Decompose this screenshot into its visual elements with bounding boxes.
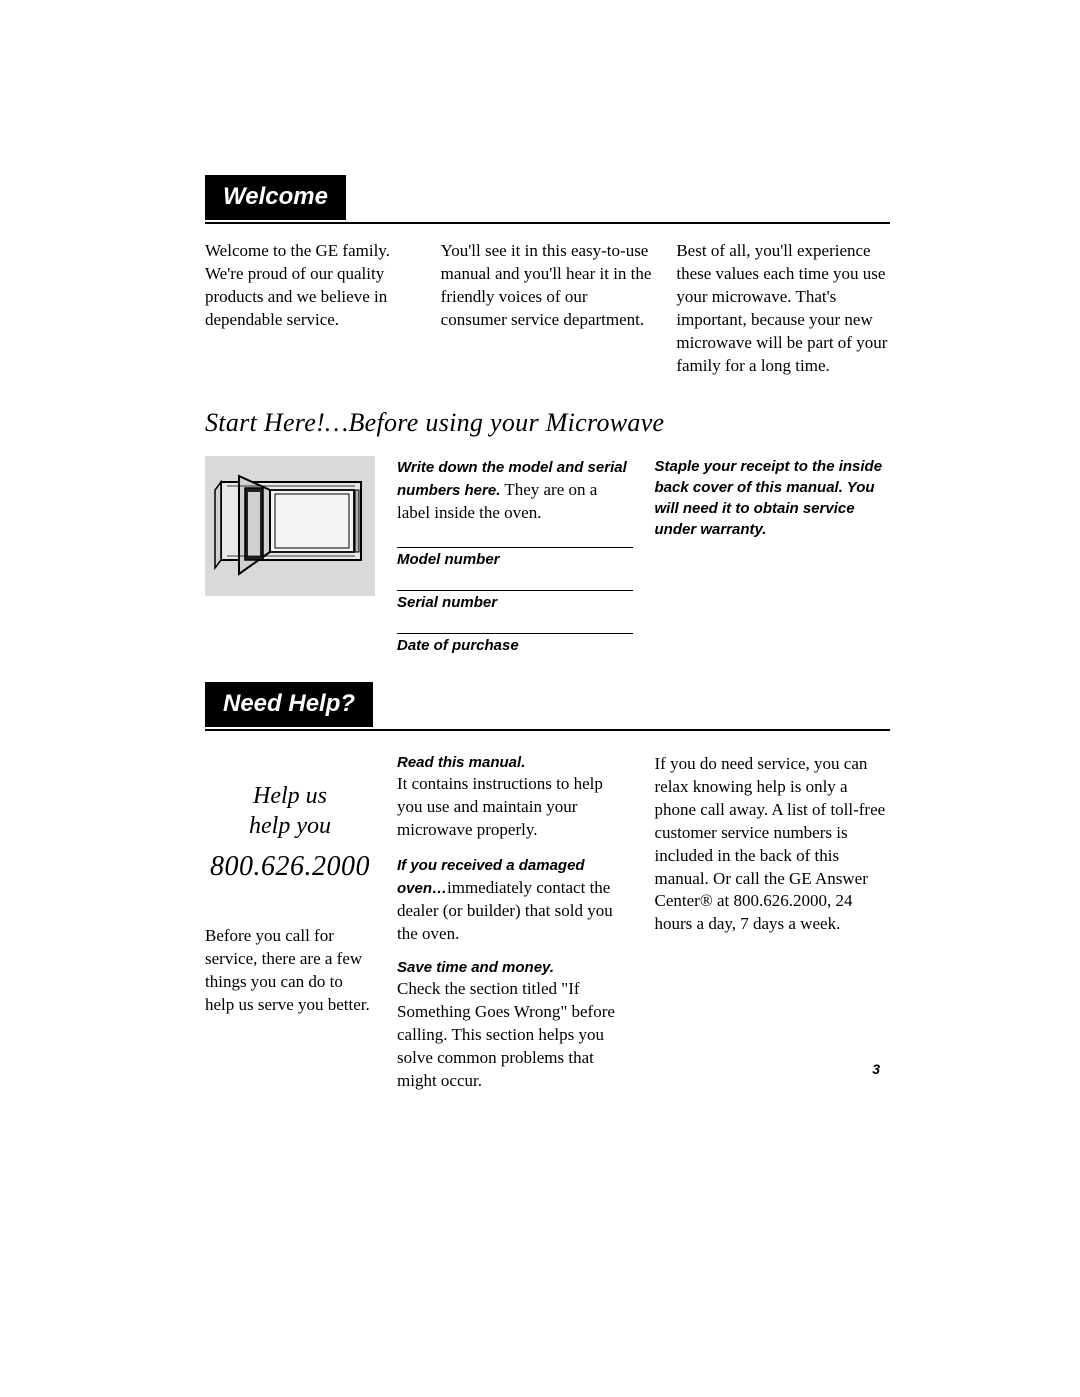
welcome-col1: Welcome to the GE family. We're proud of… <box>205 240 419 378</box>
welcome-col2: You'll see it in this easy-to-use manual… <box>441 240 655 378</box>
before-call-text: Before you call for service, there are a… <box>205 925 375 1017</box>
date-purchase-label: Date of purchase <box>397 637 633 654</box>
read-manual-body: It contains instructions to help you use… <box>397 774 603 839</box>
staple-receipt: Staple your receipt to the inside back c… <box>655 456 891 540</box>
serial-number-label: Serial number <box>397 594 633 611</box>
start-subtitle: Start Here!…Before using your Microwave <box>205 408 890 438</box>
save-body: Check the section titled "If Something G… <box>397 979 615 1090</box>
help-phone: 800.626.2000 <box>205 851 375 883</box>
welcome-header: Welcome <box>205 175 346 220</box>
model-number-label: Model number <box>397 551 633 568</box>
help-slogan-line1: Help us <box>205 781 375 811</box>
page-number: 3 <box>872 1061 880 1077</box>
welcome-col3: Best of all, you'll experience these val… <box>676 240 890 378</box>
save-bold: Save time and money. <box>397 958 633 978</box>
read-manual-bold: Read this manual. <box>397 753 633 773</box>
need-help-header: Need Help? <box>205 682 373 727</box>
help-slogan-line2: help you <box>205 811 375 841</box>
microwave-illustration <box>205 456 375 654</box>
service-body: If you do need service, you can relax kn… <box>655 753 891 937</box>
